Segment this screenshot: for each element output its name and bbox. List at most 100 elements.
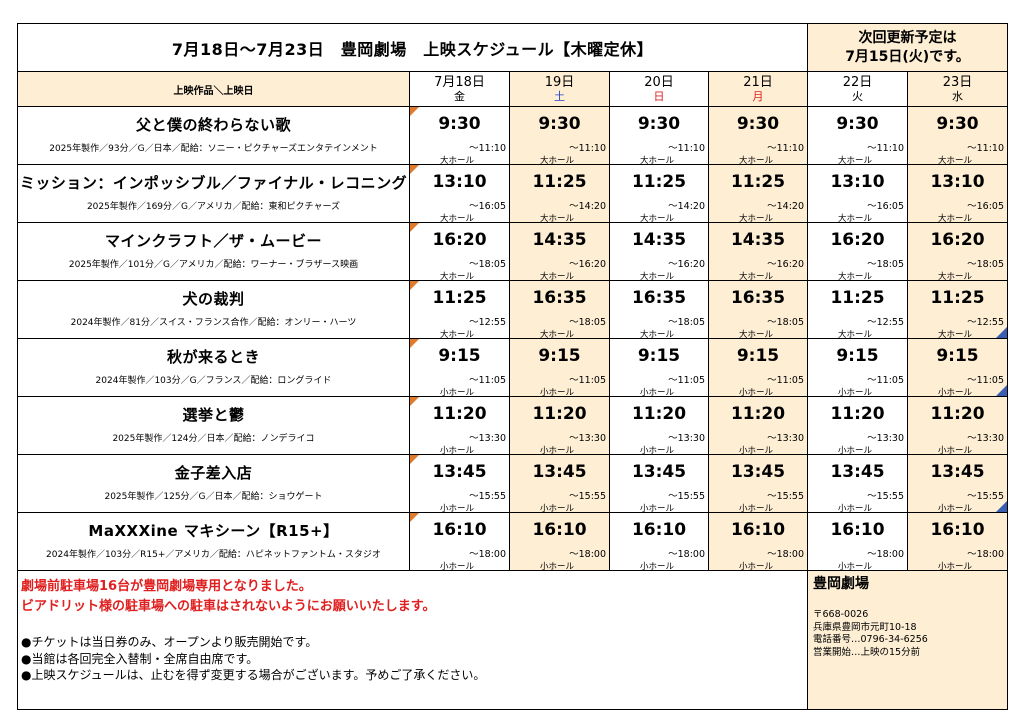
showing-cell: 16:35 ～18:05 大ホール (708, 280, 808, 339)
movie-title: 金子差入店 (174, 464, 253, 482)
next-update-line-2: 7月15日(火)です。 (845, 48, 970, 65)
showing-cell: 16:10 ～18:00 小ホール (509, 512, 610, 571)
hall-name: 小ホール (838, 504, 873, 513)
showing-cell: 9:30 ～11:10 大ホール (609, 106, 709, 165)
start-time: 9:30 (438, 114, 481, 134)
hall-name: 小ホール (440, 562, 475, 571)
day-header: 22日火 (807, 71, 908, 107)
movie-title: 選挙と鬱 (182, 406, 245, 424)
start-time: 9:15 (438, 346, 481, 366)
corner-mark-orange (410, 513, 419, 522)
start-time: 16:20 (930, 230, 985, 250)
day-header: 7月18日金 (409, 71, 510, 107)
hall-name: 小ホール (739, 388, 774, 397)
movie-info: 2024年製作／103分／R15+／アメリカ／配給：ハピネットファントム・スタジ… (46, 550, 381, 560)
hall-name: 小ホール (938, 446, 973, 455)
hall-name: 大ホール (640, 330, 675, 339)
end-time: ～16:20 (767, 259, 804, 270)
end-time: ～11:05 (668, 375, 705, 386)
end-time: ～11:10 (967, 143, 1004, 154)
corner-mark-orange (410, 223, 419, 232)
start-time: 11:25 (432, 288, 487, 308)
end-time: ～15:55 (767, 491, 804, 502)
end-time: ～13:30 (668, 433, 705, 444)
hall-name: 大ホール (739, 156, 774, 165)
showing-cell: 16:20 ～18:05 大ホール (907, 222, 1008, 281)
start-time: 16:20 (830, 230, 885, 250)
movie-info: 2025年製作／101分／G／アメリカ／配給：ワーナー・ブラザース映画 (68, 260, 359, 270)
hall-name: 大ホール (938, 156, 973, 165)
showing-cell: 9:15 ～11:05 小ホール (609, 338, 709, 397)
movie-info: 2025年製作／125分／G／日本／配給：ショウゲート (104, 492, 323, 502)
start-time: 13:45 (432, 462, 487, 482)
movie-title: MaXXXine マキシーン【R15+】 (88, 522, 339, 540)
movie-info: 2024年製作／103分／G／フランス／配給：ロングライド (95, 376, 332, 386)
hall-name: 大ホール (739, 330, 774, 339)
end-time: ～18:05 (967, 259, 1004, 270)
hall-name: 小ホール (739, 504, 774, 513)
day-weekday: 日 (653, 90, 665, 103)
movie-info: 2025年製作／93分／G／日本／配給：ソニー・ピクチャーズエンタテインメント (49, 144, 378, 154)
next-update-line-1: 次回更新予定は (858, 29, 957, 46)
start-time: 9:15 (637, 346, 681, 366)
showing-cell: 13:45 ～15:55 小ホール (708, 454, 808, 513)
contact-phone: 電話番号…0796-34-6256 (813, 634, 928, 645)
showing-cell: 9:15 ～11:05 小ホール (907, 338, 1008, 397)
showing-cell: 16:35 ～18:05 大ホール (509, 280, 610, 339)
start-time: 16:10 (631, 520, 687, 540)
showing-cell: 13:45 ～15:55 小ホール (907, 454, 1008, 513)
corner-mark-orange (410, 281, 419, 290)
hall-name: 小ホール (440, 446, 475, 455)
movie-row: 選挙と鬱 2025年製作／124分／日本／配給：ノンデライコ 11:20 ～13:30… (17, 396, 1008, 455)
start-time: 9:15 (736, 346, 780, 366)
day-date: 19日 (544, 75, 575, 90)
movie-info: 2024年製作／81分／スイス・フランス合作／配給：オンリー・ハーツ (70, 318, 357, 328)
showing-cell: 13:45 ～15:55 小ホール (409, 454, 510, 513)
end-time: ～12:55 (967, 317, 1004, 328)
day-date: 20日 (644, 75, 674, 90)
end-time: ～11:10 (668, 143, 705, 154)
hall-name: 大ホール (838, 330, 873, 339)
start-time: 16:10 (730, 520, 786, 540)
corner-mark-orange (410, 455, 419, 464)
info-note: ●チケットは当日券のみ、オープンより販売開始です。 (21, 635, 318, 649)
start-time: 16:10 (930, 520, 985, 540)
movie-cell: 犬の裁判 2024年製作／81分／スイス・フランス合作／配給：オンリー・ハーツ (17, 280, 410, 339)
contact-address: 兵庫県豊岡市元町10-18 (813, 621, 917, 633)
start-time: 9:15 (936, 346, 979, 366)
start-time: 11:20 (631, 404, 687, 424)
start-time: 13:45 (532, 462, 587, 482)
movie-cell: 金子差入店 2025年製作／125分／G／日本／配給：ショウゲート (17, 454, 410, 513)
showing-cell: 9:15 ～11:05 小ホール (409, 338, 510, 397)
showing-cell: 11:25 ～12:55 大ホール (907, 280, 1008, 339)
hall-name: 大ホール (440, 156, 475, 165)
end-time: ～11:10 (867, 143, 904, 154)
hall-name: 小ホール (640, 388, 675, 397)
showing-cell: 14:35 ～16:20 大ホール (609, 222, 709, 281)
hall-name: 大ホール (440, 272, 475, 281)
showing-cell: 11:20 ～13:30 小ホール (509, 396, 610, 455)
hall-name: 小ホール (739, 562, 774, 571)
movie-row: MaXXXine マキシーン【R15+】 2024年製作／103分／R15+／アメ… (17, 512, 1008, 571)
start-time: 11:20 (730, 404, 786, 424)
end-time: ～18:00 (469, 549, 506, 560)
start-time: 11:20 (830, 404, 885, 424)
end-time: ～14:20 (569, 201, 606, 212)
movie-cell: 選挙と鬱 2025年製作／124分／日本／配給：ノンデライコ (17, 396, 410, 455)
start-time: 11:25 (830, 288, 885, 308)
movie-row: 金子差入店 2025年製作／125分／G／日本／配給：ショウゲート 13:45 ～15… (17, 454, 1008, 513)
next-update-notice: 次回更新予定は 7月15日(火)です。 (807, 23, 1008, 72)
showing-cell: 16:35 ～18:05 大ホール (609, 280, 709, 339)
day-header: 21日月 (708, 71, 808, 107)
movie-row: ミッション：インポッシブル／ファイナル・レコニング 2025年製作／169分／G／… (17, 164, 1008, 223)
end-time: ～18:00 (668, 549, 705, 560)
showing-cell: 16:10 ～18:00 小ホール (708, 512, 808, 571)
start-time: 9:30 (836, 114, 879, 134)
schedule-sheet: 7月18日～7月23日 豊岡劇場 上映スケジュール【木曜定休】 次回更新予定は … (17, 23, 1008, 710)
showing-cell: 11:25 ～14:20 大ホール (609, 164, 709, 223)
movie-row: 犬の裁判 2024年製作／81分／スイス・フランス合作／配給：オンリー・ハーツ 11… (17, 280, 1008, 339)
start-time: 14:35 (730, 230, 786, 250)
end-time: ～18:05 (469, 259, 506, 270)
start-time: 16:35 (730, 288, 786, 308)
end-time: ～13:30 (469, 433, 506, 444)
